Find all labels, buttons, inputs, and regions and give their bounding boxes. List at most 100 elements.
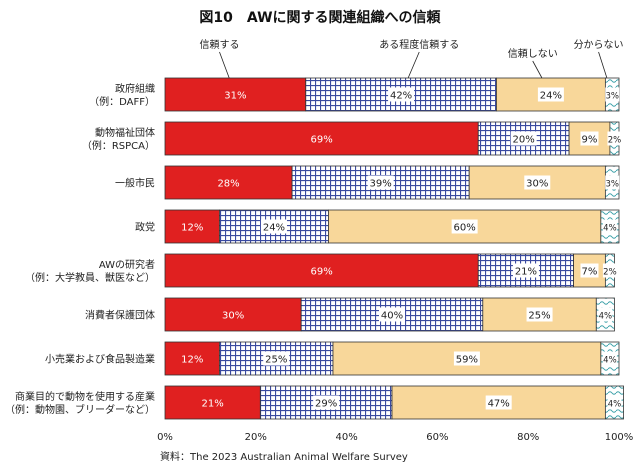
category-label: 動物福祉団体（例：RSPCA）	[82, 126, 155, 152]
data-label: 42%	[390, 91, 412, 102]
bar-segment	[164, 121, 479, 156]
data-label-bg	[388, 87, 415, 102]
x-axis: 0% 20% 40% 60% 80% 100%	[157, 432, 633, 443]
data-label: 30%	[222, 311, 244, 322]
data-label-bg	[580, 263, 599, 278]
category-label-line: 政党	[135, 221, 155, 234]
data-label-bg	[512, 263, 539, 278]
data-label: 4%	[599, 312, 613, 322]
data-label: 25%	[265, 355, 287, 366]
category-label-line: 商業目的で動物を使用する産業	[15, 390, 155, 403]
data-label: 12%	[181, 355, 203, 366]
category-label: 消費者保護団体	[85, 309, 155, 322]
data-label: 2%	[603, 268, 617, 278]
category-label: AWの研究者（例：大学教員、獣医など）	[25, 258, 155, 284]
bar-segment	[164, 209, 220, 244]
data-label-bg	[485, 395, 512, 410]
data-label-bg	[607, 395, 622, 410]
chart-title: 図10 AWに関する関連組織への信頼	[199, 9, 441, 26]
data-label: 4%	[603, 356, 617, 366]
data-label-bg	[580, 131, 599, 146]
data-label: 30%	[526, 179, 548, 190]
data-label: 40%	[381, 311, 403, 322]
data-label-bg	[313, 395, 340, 410]
data-label-bg	[379, 307, 405, 322]
category-label: 一般市民	[115, 177, 155, 190]
data-label: 4%	[603, 224, 617, 234]
legend-label: 分からない	[574, 39, 624, 51]
x-tick-label: 20%	[245, 432, 267, 443]
data-label-bg	[510, 131, 537, 146]
category-label: 政府組織（例：DAFF）	[89, 82, 155, 108]
category-label-line: （例：動物園、ブリーダーなど）	[5, 403, 155, 416]
data-label-bg	[607, 131, 622, 146]
data-label-bg	[451, 219, 478, 234]
bar-segment	[164, 297, 302, 332]
data-label: 29%	[315, 399, 337, 410]
data-label-bg	[605, 87, 620, 102]
data-label: 39%	[370, 179, 392, 190]
data-label-bg	[260, 219, 287, 234]
data-label-bg	[598, 307, 613, 322]
bar-segment	[164, 77, 307, 112]
category-label-line: 政府組織	[115, 82, 155, 95]
category-label-line: 一般市民	[115, 177, 155, 190]
data-label: 7%	[582, 267, 598, 278]
bar-segment	[164, 253, 479, 288]
category-labels: 政府組織（例：DAFF）動物福祉団体（例：RSPCA）一般市民政党AWの研究者（…	[5, 82, 155, 416]
bars: 31% 42% 24% 3% 69% 20% 9% 2% 28% 39% 30% 3% 12% 24% 60…	[164, 77, 624, 420]
x-tick-label: 80%	[517, 432, 539, 443]
data-label-bg	[367, 175, 394, 190]
x-tick-label: 100%	[605, 432, 634, 443]
data-label-bg	[453, 351, 480, 366]
category-label-line: 小売業および食品製造業	[45, 353, 155, 366]
category-label: 小売業および食品製造業	[45, 353, 155, 366]
category-label-line: （例：DAFF）	[89, 95, 155, 108]
bar-segment	[164, 165, 293, 200]
data-label: 12%	[181, 223, 203, 234]
data-label: 59%	[456, 355, 478, 366]
category-label: 商業目的で動物を使用する産業（例：動物園、ブリーダーなど）	[5, 390, 155, 416]
x-tick-label: 60%	[426, 432, 448, 443]
data-label-bg	[526, 307, 553, 322]
data-label-bg	[263, 351, 290, 366]
data-label: 24%	[263, 223, 285, 234]
data-label: 25%	[528, 311, 550, 322]
category-label: 政党	[135, 221, 155, 234]
category-label-line: AWの研究者	[99, 258, 155, 271]
data-label: 3%	[605, 92, 619, 102]
data-label: 4%	[608, 400, 622, 410]
legend-label: 信頼する	[199, 39, 239, 51]
data-label-bg	[524, 175, 551, 190]
data-label-bg	[602, 351, 617, 366]
data-label: 3%	[605, 180, 619, 190]
source-note: 資料：The 2023 Australian Animal Welfare Su…	[160, 450, 408, 463]
category-label-line: 消費者保護団体	[85, 309, 155, 322]
data-label: 28%	[217, 179, 239, 190]
data-label: 47%	[488, 399, 510, 410]
data-label: 9%	[582, 135, 598, 146]
data-label-bg	[605, 175, 620, 190]
data-label: 21%	[202, 399, 224, 410]
legend-label: 信頼しない	[508, 48, 558, 60]
legend-label: ある程度信頼する	[379, 38, 459, 51]
data-label: 69%	[311, 135, 333, 146]
data-label: 2%	[608, 136, 622, 146]
x-tick-label: 0%	[157, 432, 173, 443]
category-label-line: （例：大学教員、獣医など）	[25, 271, 155, 284]
x-tick-label: 40%	[335, 432, 357, 443]
category-label-line: 動物福祉団体	[95, 126, 155, 139]
data-label-bg	[537, 87, 564, 102]
data-label-bg	[602, 219, 617, 234]
data-label: 60%	[454, 223, 476, 234]
data-label: 20%	[513, 135, 535, 146]
data-label: 31%	[224, 91, 246, 102]
category-label-line: （例：RSPCA）	[82, 139, 155, 152]
data-label: 24%	[540, 91, 562, 102]
data-label: 21%	[515, 267, 537, 278]
data-label: 69%	[311, 267, 333, 278]
data-label-bg	[602, 263, 617, 278]
bar-segment	[164, 341, 220, 376]
